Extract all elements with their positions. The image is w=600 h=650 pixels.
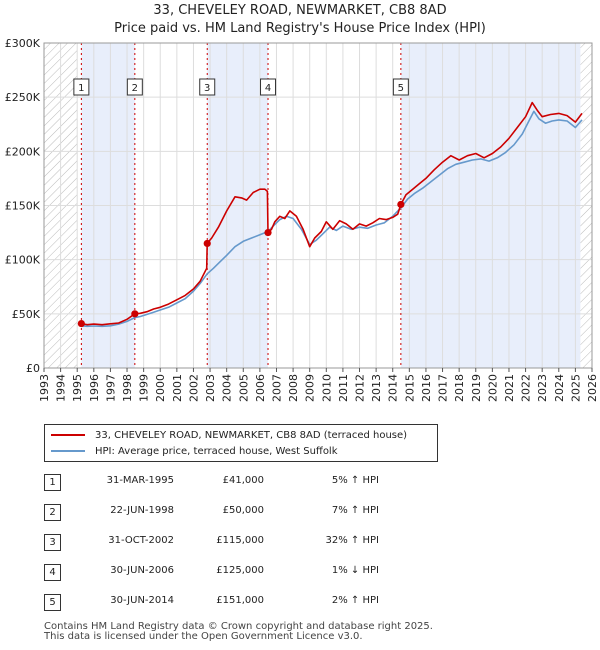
x-tick-label: 2025 bbox=[569, 374, 582, 402]
sale-row: 3 31-OCT-2002 £115,000 32% ↑ HPI bbox=[44, 532, 464, 562]
sale-hpi-change: 5% ↑ HPI bbox=[331, 475, 379, 486]
x-tick-label: 2006 bbox=[254, 374, 267, 402]
plot-frame bbox=[43, 42, 593, 369]
sale-row: 4 30-JUN-2006 £125,000 1% ↓ HPI bbox=[44, 562, 464, 592]
legend-item-hpi: HPI: Average price, terraced house, West… bbox=[51, 444, 338, 460]
sales-table: 1 31-MAR-1995 £41,000 5% ↑ HPI 2 22-JUN-… bbox=[44, 472, 464, 622]
sale-price: £151,000 bbox=[216, 595, 264, 606]
x-tick-label: 2005 bbox=[237, 374, 250, 402]
x-tick-label: 1998 bbox=[121, 374, 134, 402]
x-tick-label: 1995 bbox=[71, 374, 84, 402]
sale-hpi-change: 7% ↑ HPI bbox=[331, 505, 379, 516]
sale-number-badge: 2 bbox=[44, 504, 61, 521]
y-tick-label: £100K bbox=[5, 254, 41, 267]
sale-label-box bbox=[73, 78, 90, 96]
x-tick-label: 2010 bbox=[320, 374, 333, 402]
x-tick-label: 1993 bbox=[38, 374, 51, 402]
x-tick-label: 2011 bbox=[337, 374, 350, 402]
y-tick-label: £250K bbox=[5, 91, 41, 104]
sale-label-number: 2 bbox=[132, 83, 138, 94]
sale-date: 30-JUN-2014 bbox=[110, 595, 174, 606]
x-tick-label: 2001 bbox=[171, 374, 184, 402]
x-tick-label: 2024 bbox=[553, 374, 566, 402]
chart-legend: 33, CHEVELEY ROAD, NEWMARKET, CB8 8AD (t… bbox=[44, 424, 438, 462]
x-tick-label: 2014 bbox=[387, 374, 400, 402]
sale-label-number: 1 bbox=[78, 83, 84, 94]
sale-hpi-change: 2% ↑ HPI bbox=[331, 595, 379, 606]
sale-label-box bbox=[392, 78, 409, 96]
sale-label-box bbox=[199, 78, 216, 96]
y-tick-label: £50K bbox=[12, 308, 41, 321]
x-tick-label: 2007 bbox=[270, 374, 283, 402]
chart-title-line2: Price paid vs. HM Land Registry's House … bbox=[114, 21, 486, 36]
sale-date: 31-MAR-1995 bbox=[106, 475, 174, 486]
sale-number-badge: 3 bbox=[44, 534, 61, 551]
x-tick-label: 2002 bbox=[187, 374, 200, 402]
footer-line-1: Contains HM Land Registry data © Crown c… bbox=[44, 621, 433, 632]
sale-number-badge: 1 bbox=[44, 474, 61, 491]
sale-price: £41,000 bbox=[222, 475, 264, 486]
sale-label-box bbox=[126, 78, 143, 96]
hpi-line bbox=[81, 110, 583, 328]
sale-point-marker bbox=[397, 200, 405, 209]
x-tick-label: 2019 bbox=[470, 374, 483, 402]
sale-date: 30-JUN-2006 bbox=[110, 565, 174, 576]
x-tick-label: 1994 bbox=[55, 374, 68, 402]
sale-price: £50,000 bbox=[222, 505, 264, 516]
y-tick-label: £300K bbox=[5, 37, 41, 50]
sale-label-number: 3 bbox=[204, 83, 210, 94]
sale-row: 2 22-JUN-1998 £50,000 7% ↑ HPI bbox=[44, 502, 464, 532]
legend-swatch-hpi bbox=[51, 450, 85, 452]
x-tick-label: 2008 bbox=[287, 374, 300, 402]
sale-number-badge: 4 bbox=[44, 564, 61, 581]
sale-date: 22-JUN-1998 bbox=[110, 505, 174, 516]
sale-price: £125,000 bbox=[216, 565, 264, 576]
x-tick-label: 2009 bbox=[304, 374, 317, 402]
legend-swatch-property bbox=[51, 434, 85, 436]
sale-label-box bbox=[260, 78, 277, 96]
property-price-line bbox=[81, 101, 583, 326]
footer-copyright: Contains HM Land Registry data © Crown c… bbox=[44, 622, 433, 642]
sale-number-badge: 5 bbox=[44, 594, 61, 611]
legend-label-property: 33, CHEVELEY ROAD, NEWMARKET, CB8 8AD (t… bbox=[95, 430, 408, 441]
sale-point-marker bbox=[203, 239, 211, 248]
sale-point-marker bbox=[131, 310, 139, 318]
sale-row: 1 31-MAR-1995 £41,000 5% ↑ HPI bbox=[44, 472, 464, 502]
x-tick-label: 2020 bbox=[486, 374, 499, 402]
sale-label-number: 4 bbox=[265, 83, 271, 94]
y-tick-label: £200K bbox=[5, 145, 41, 158]
x-tick-label: 1999 bbox=[138, 374, 151, 402]
sale-label-number: 5 bbox=[398, 83, 404, 94]
x-tick-label: 2021 bbox=[503, 374, 516, 402]
sale-date: 31-OCT-2002 bbox=[108, 535, 174, 546]
sale-row: 5 30-JUN-2014 £151,000 2% ↑ HPI bbox=[44, 592, 464, 622]
x-tick-label: 1996 bbox=[88, 374, 101, 402]
x-tick-label: 2012 bbox=[354, 374, 367, 402]
sale-point-marker bbox=[77, 319, 85, 328]
price-chart: 1 2 3 4 5 £0 £50K £100K £150K £200K £250K £300K 199… bbox=[5, 37, 599, 402]
legend-item-property: 33, CHEVELEY ROAD, NEWMARKET, CB8 8AD (t… bbox=[51, 428, 407, 444]
x-tick-label: 2000 bbox=[154, 374, 167, 402]
x-tick-label: 2023 bbox=[536, 374, 549, 402]
footer-line-2: This data is licensed under the Open Gov… bbox=[44, 631, 363, 642]
x-tick-label: 2018 bbox=[453, 374, 466, 402]
x-tick-label: 2015 bbox=[403, 374, 416, 402]
x-tick-label: 2003 bbox=[204, 374, 217, 402]
sale-hpi-change: 32% ↑ HPI bbox=[325, 535, 379, 546]
x-tick-label: 2017 bbox=[437, 374, 450, 402]
x-tick-label: 2004 bbox=[221, 374, 234, 402]
x-tick-label: 2022 bbox=[520, 374, 533, 402]
x-tick-label: 2013 bbox=[370, 374, 383, 402]
sale-hpi-change: 1% ↓ HPI bbox=[331, 565, 379, 576]
x-tick-label: 1997 bbox=[104, 374, 117, 402]
legend-label-hpi: HPI: Average price, terraced house, West… bbox=[95, 446, 338, 457]
y-tick-label: £0 bbox=[26, 362, 40, 375]
sale-point-marker bbox=[264, 228, 272, 237]
x-tick-label: 2026 bbox=[586, 374, 599, 402]
sale-price: £115,000 bbox=[216, 535, 264, 546]
x-tick-label: 2016 bbox=[420, 374, 433, 402]
chart-title-line1: 33, CHEVELEY ROAD, NEWMARKET, CB8 8AD bbox=[153, 3, 447, 18]
y-tick-label: £150K bbox=[5, 200, 41, 213]
